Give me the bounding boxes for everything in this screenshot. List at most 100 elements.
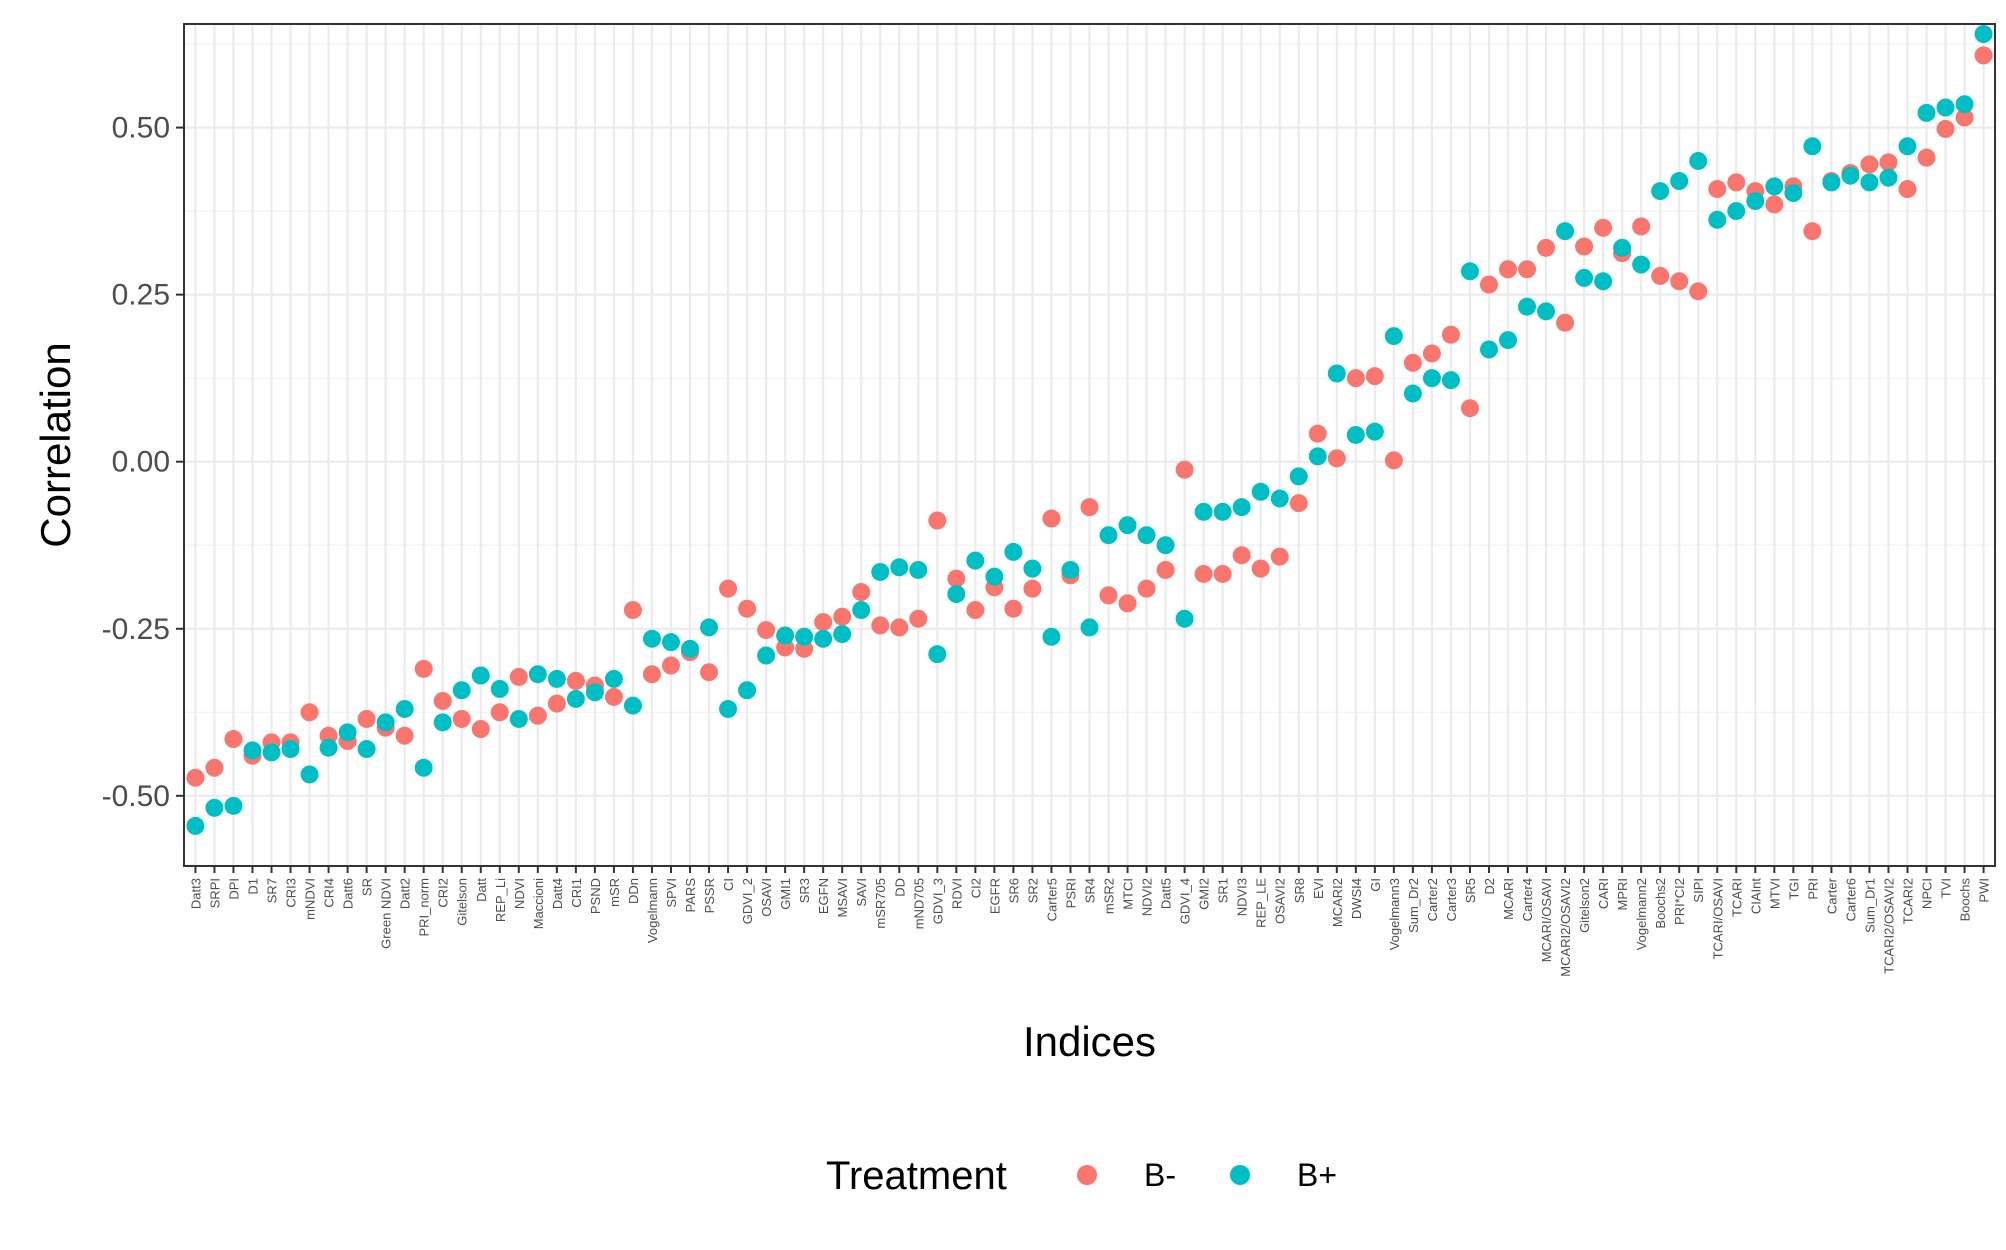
point-b-minus [509, 667, 528, 686]
point-b-minus [1441, 325, 1460, 344]
x-tick-label: Vogelmann [645, 878, 660, 943]
point-b-minus [1898, 180, 1917, 199]
point-b-plus [1917, 103, 1936, 122]
x-tick-label: CI2 [968, 878, 983, 898]
point-b-minus [1004, 599, 1023, 618]
x-tick-label: Carter2 [1425, 878, 1440, 921]
x-tick-label: EGFR [987, 878, 1002, 914]
point-b-minus [1765, 195, 1784, 214]
x-tick-label: NDVI2 [1140, 878, 1155, 916]
x-tick-label: MCARI2/OSAVI2 [1558, 878, 1573, 977]
point-b-minus [300, 703, 319, 722]
x-tick-label: SR5 [1463, 878, 1478, 903]
point-b-minus [414, 659, 433, 678]
point-b-plus [452, 681, 471, 700]
point-b-plus [1384, 327, 1403, 346]
point-b-minus [1879, 153, 1898, 172]
point-b-minus [1651, 266, 1670, 285]
point-b-minus [1860, 155, 1879, 174]
x-tick-label: OSAVI [759, 878, 774, 917]
x-tick-label: CIAInt [1748, 878, 1763, 915]
point-b-plus [1708, 210, 1727, 229]
point-b-minus [1936, 119, 1955, 138]
point-b-minus [909, 609, 928, 628]
x-tick-label: TCARI/OSAVI [1710, 878, 1725, 959]
point-b-minus [1575, 237, 1594, 256]
point-b-plus [1974, 25, 1993, 44]
point-b-plus [1841, 166, 1860, 185]
y-tick-label: 0.50 [112, 112, 170, 145]
point-b-minus [928, 511, 947, 530]
point-b-plus [1042, 627, 1061, 646]
legend-swatch-b-plus [1230, 1165, 1250, 1185]
point-b-plus [433, 713, 452, 732]
point-b-plus [1365, 422, 1384, 441]
x-tick-label: CRI4 [322, 878, 337, 908]
y-tick-label: -0.25 [102, 613, 170, 646]
x-tick-label: SAVI [854, 878, 869, 907]
point-b-plus [395, 699, 414, 718]
legend-label-b-minus: B- [1144, 1157, 1176, 1193]
point-b-minus [1556, 313, 1575, 332]
point-b-plus [1556, 222, 1575, 241]
point-b-plus [1784, 184, 1803, 203]
series-b-plus-points [186, 25, 1993, 835]
x-tick-label: SRPI [207, 878, 222, 908]
point-b-plus [1479, 340, 1498, 359]
point-b-minus [1213, 564, 1232, 583]
x-axis-title: Indices [1023, 1018, 1156, 1065]
point-b-minus [1251, 559, 1270, 578]
point-b-plus [1346, 425, 1365, 444]
x-tick-label: PRI [1805, 878, 1820, 900]
point-b-plus [1460, 262, 1479, 281]
x-tick-label: D2 [1482, 878, 1497, 895]
point-b-minus [1194, 564, 1213, 583]
x-tick-label: REP_LE [1254, 878, 1269, 928]
x-tick-label: PSSR [702, 878, 717, 913]
point-b-plus [1232, 498, 1251, 517]
point-b-minus [1308, 424, 1327, 443]
point-b-plus [833, 625, 852, 644]
x-tick-label: Carter5 [1044, 878, 1059, 921]
point-b-minus [1175, 460, 1194, 479]
x-tick-label: Sum_Dr1 [1862, 878, 1877, 933]
legend-swatch-b-minus [1077, 1165, 1097, 1185]
x-tick-label: DDn [626, 878, 641, 904]
point-b-minus [1460, 399, 1479, 418]
x-tick-label: Vogelmann3 [1387, 878, 1402, 950]
point-b-minus [1137, 579, 1156, 598]
x-tick-label: MCARI [1501, 878, 1516, 920]
x-tick-label: TCARI2/OSAVI2 [1881, 878, 1896, 974]
x-tick-label: PSRI [1063, 878, 1078, 908]
x-tick-label: SR6 [1006, 878, 1021, 903]
point-b-minus [1594, 218, 1613, 237]
point-b-plus [1499, 331, 1518, 350]
point-b-plus [547, 669, 566, 688]
x-tick-label: SR4 [1083, 878, 1098, 903]
point-b-plus [585, 683, 604, 702]
point-b-minus [566, 671, 585, 690]
point-b-minus [395, 726, 414, 745]
point-b-plus [262, 743, 281, 762]
point-b-minus [604, 687, 623, 706]
point-b-minus [1974, 46, 1993, 65]
x-tick-label: DD [892, 878, 907, 897]
point-b-plus [719, 699, 738, 718]
point-b-plus [319, 738, 338, 757]
point-b-minus [719, 579, 738, 598]
point-b-minus [1917, 148, 1936, 167]
point-b-plus [738, 681, 757, 700]
point-b-minus [1537, 238, 1556, 257]
point-b-minus [1422, 344, 1441, 363]
point-b-plus [1613, 238, 1632, 257]
point-b-minus [1803, 222, 1822, 241]
point-b-plus [376, 713, 395, 732]
point-b-minus [833, 607, 852, 626]
y-axis: -0.50 -0.25 0.00 0.25 0.50 [102, 112, 184, 813]
x-tick-label: CRI2 [436, 878, 451, 908]
point-b-plus [205, 798, 224, 817]
point-b-minus [890, 618, 909, 637]
x-tick-label: Carter3 [1444, 878, 1459, 921]
x-tick-label: SIPI [1691, 878, 1706, 903]
